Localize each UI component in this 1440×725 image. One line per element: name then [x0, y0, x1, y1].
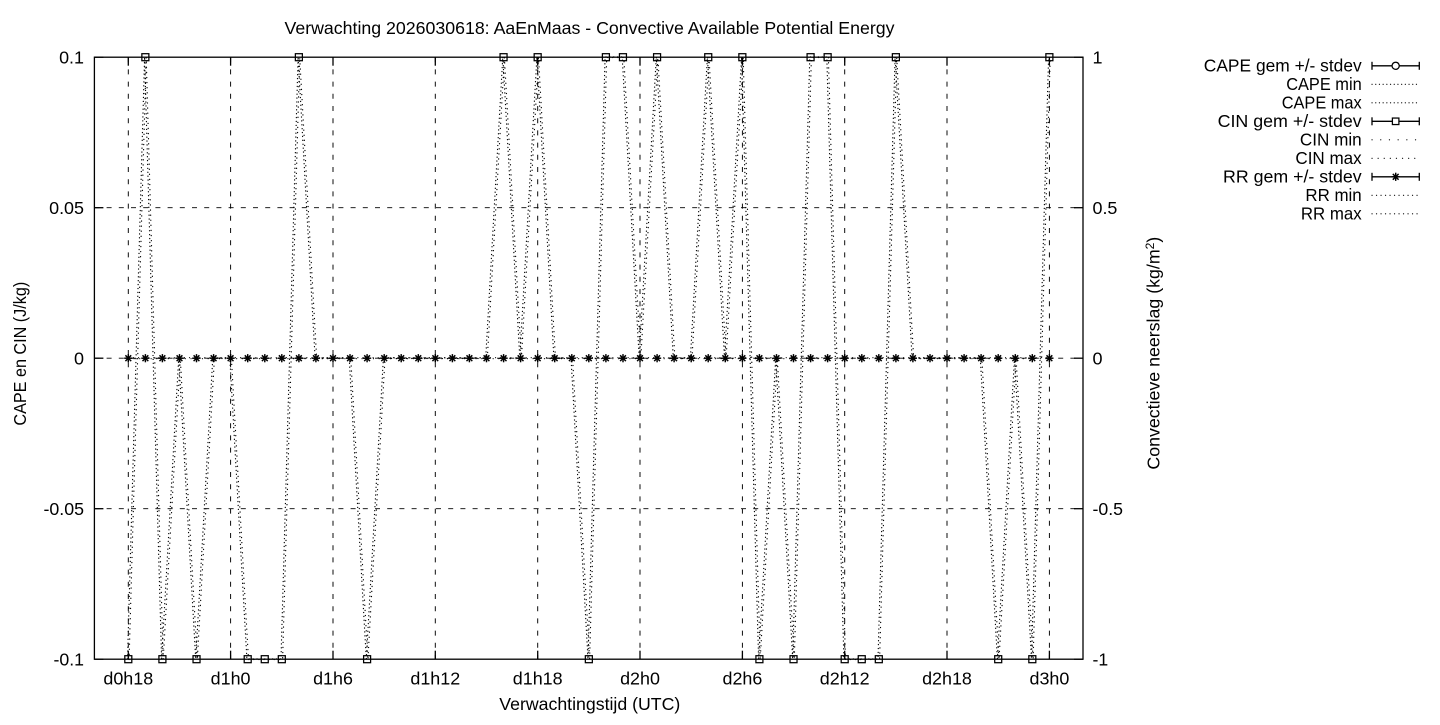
svg-text:-0.05: -0.05: [44, 499, 85, 519]
svg-text:0: 0: [1093, 348, 1103, 368]
svg-text:CAPE max: CAPE max: [1282, 92, 1362, 112]
svg-text:-0.1: -0.1: [54, 649, 85, 669]
svg-text:RR gem +/- stdev: RR gem +/- stdev: [1223, 166, 1362, 186]
svg-text:-1: -1: [1093, 649, 1109, 669]
svg-text:d1h18: d1h18: [513, 668, 563, 688]
svg-text:CIN gem +/- stdev: CIN gem +/- stdev: [1218, 111, 1362, 131]
svg-text:d0h18: d0h18: [103, 668, 153, 688]
svg-text:0.05: 0.05: [49, 198, 84, 218]
svg-text:d1h0: d1h0: [211, 668, 251, 688]
svg-text:Verwachting 2026030618: AaEnMa: Verwachting 2026030618: AaEnMaas - Conve…: [285, 18, 895, 38]
svg-text:CAPE min: CAPE min: [1286, 74, 1362, 94]
svg-text:d1h6: d1h6: [313, 668, 353, 688]
svg-text:d2h6: d2h6: [723, 668, 763, 688]
svg-text:d1h12: d1h12: [410, 668, 460, 688]
svg-text:RR min: RR min: [1305, 185, 1361, 205]
svg-text:0.1: 0.1: [59, 47, 84, 67]
svg-text:d2h12: d2h12: [820, 668, 870, 688]
svg-text:0.5: 0.5: [1093, 198, 1118, 218]
svg-text:-0.5: -0.5: [1093, 499, 1124, 519]
svg-text:RR max: RR max: [1301, 203, 1362, 223]
svg-text:Convectieve neerslag (kg/m2): Convectieve neerslag (kg/m2): [1143, 237, 1164, 470]
svg-text:CAPE en CIN (J/kg): CAPE en CIN (J/kg): [10, 282, 30, 426]
svg-text:d3h0: d3h0: [1030, 668, 1070, 688]
svg-text:CAPE gem +/- stdev: CAPE gem +/- stdev: [1204, 55, 1362, 75]
svg-text:Verwachtingstijd (UTC): Verwachtingstijd (UTC): [499, 694, 680, 714]
svg-text:0: 0: [74, 348, 84, 368]
svg-text:CIN max: CIN max: [1295, 148, 1362, 168]
svg-text:d2h18: d2h18: [922, 668, 972, 688]
svg-text:CIN min: CIN min: [1300, 129, 1362, 149]
svg-text:d2h0: d2h0: [620, 668, 660, 688]
svg-text:1: 1: [1093, 47, 1103, 67]
